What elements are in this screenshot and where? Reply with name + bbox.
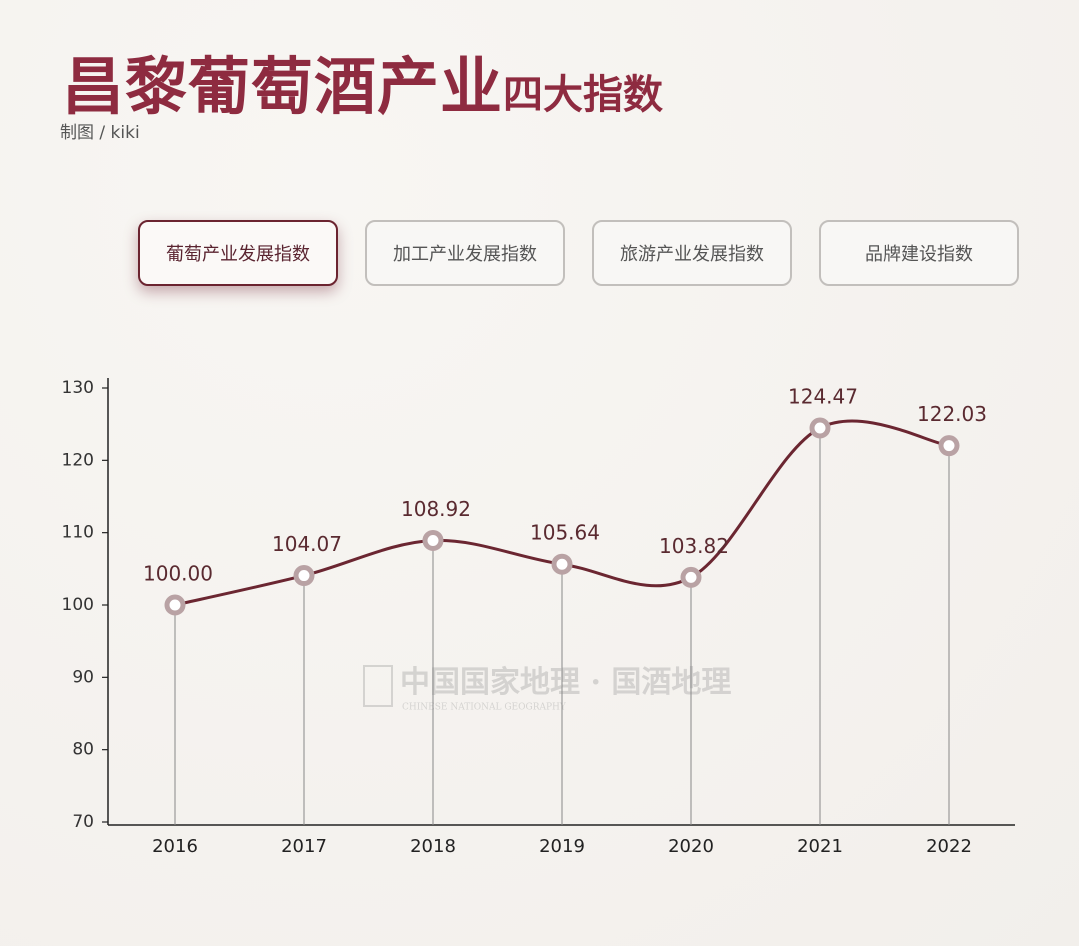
y-tick-label: 80 [72, 740, 94, 760]
marker [809, 417, 831, 439]
title-suffix: 四大指数 [503, 71, 664, 118]
y-tick-label: 130 [62, 378, 94, 398]
y-tick-label: 120 [62, 450, 94, 470]
x-tick-label: 2018 [410, 836, 456, 857]
data-label: 103.82 [659, 534, 729, 558]
tab-button[interactable]: 品牌建设指数 [819, 220, 1019, 286]
data-label: 105.64 [530, 521, 600, 545]
tab-button[interactable]: 葡萄产业发展指数 [138, 220, 338, 286]
x-tick-label: 2021 [797, 836, 843, 857]
data-label: 108.92 [401, 497, 471, 521]
marker [680, 566, 702, 588]
watermark-text: 中国国家地理 · 国酒地理 [400, 665, 731, 700]
x-tick-label: 2019 [539, 836, 585, 857]
y-tick-label: 90 [72, 667, 94, 687]
data-label: 122.03 [917, 402, 987, 426]
marker [422, 529, 444, 551]
y-tick-label: 110 [62, 523, 94, 543]
marker [293, 565, 315, 587]
x-tick-label: 2022 [926, 836, 972, 857]
watermark: 中国国家地理 · 国酒地理 CHINESE NATIONAL GEOGRAPHY [363, 665, 731, 713]
watermark-subtext: CHINESE NATIONAL GEOGRAPHY [402, 703, 567, 713]
marker [938, 435, 960, 457]
y-tick-label: 100 [62, 595, 94, 615]
y-tick-label: 70 [72, 812, 94, 832]
x-tick-label: 2016 [152, 836, 198, 857]
marker [164, 594, 186, 616]
data-label: 100.00 [143, 562, 213, 586]
marker [551, 553, 573, 575]
data-label: 104.07 [272, 532, 342, 556]
watermark-icon [363, 665, 393, 707]
x-tick-label: 2017 [281, 836, 327, 857]
title: 昌黎葡萄酒产业四大指数 [62, 36, 663, 126]
credit: 制图 / kiki [60, 123, 140, 143]
tab-button[interactable]: 加工产业发展指数 [365, 220, 565, 286]
title-main: 昌黎葡萄酒产业 [62, 50, 504, 123]
x-tick-label: 2020 [668, 836, 714, 857]
data-label: 124.47 [788, 385, 858, 409]
tab-button[interactable]: 旅游产业发展指数 [592, 220, 792, 286]
